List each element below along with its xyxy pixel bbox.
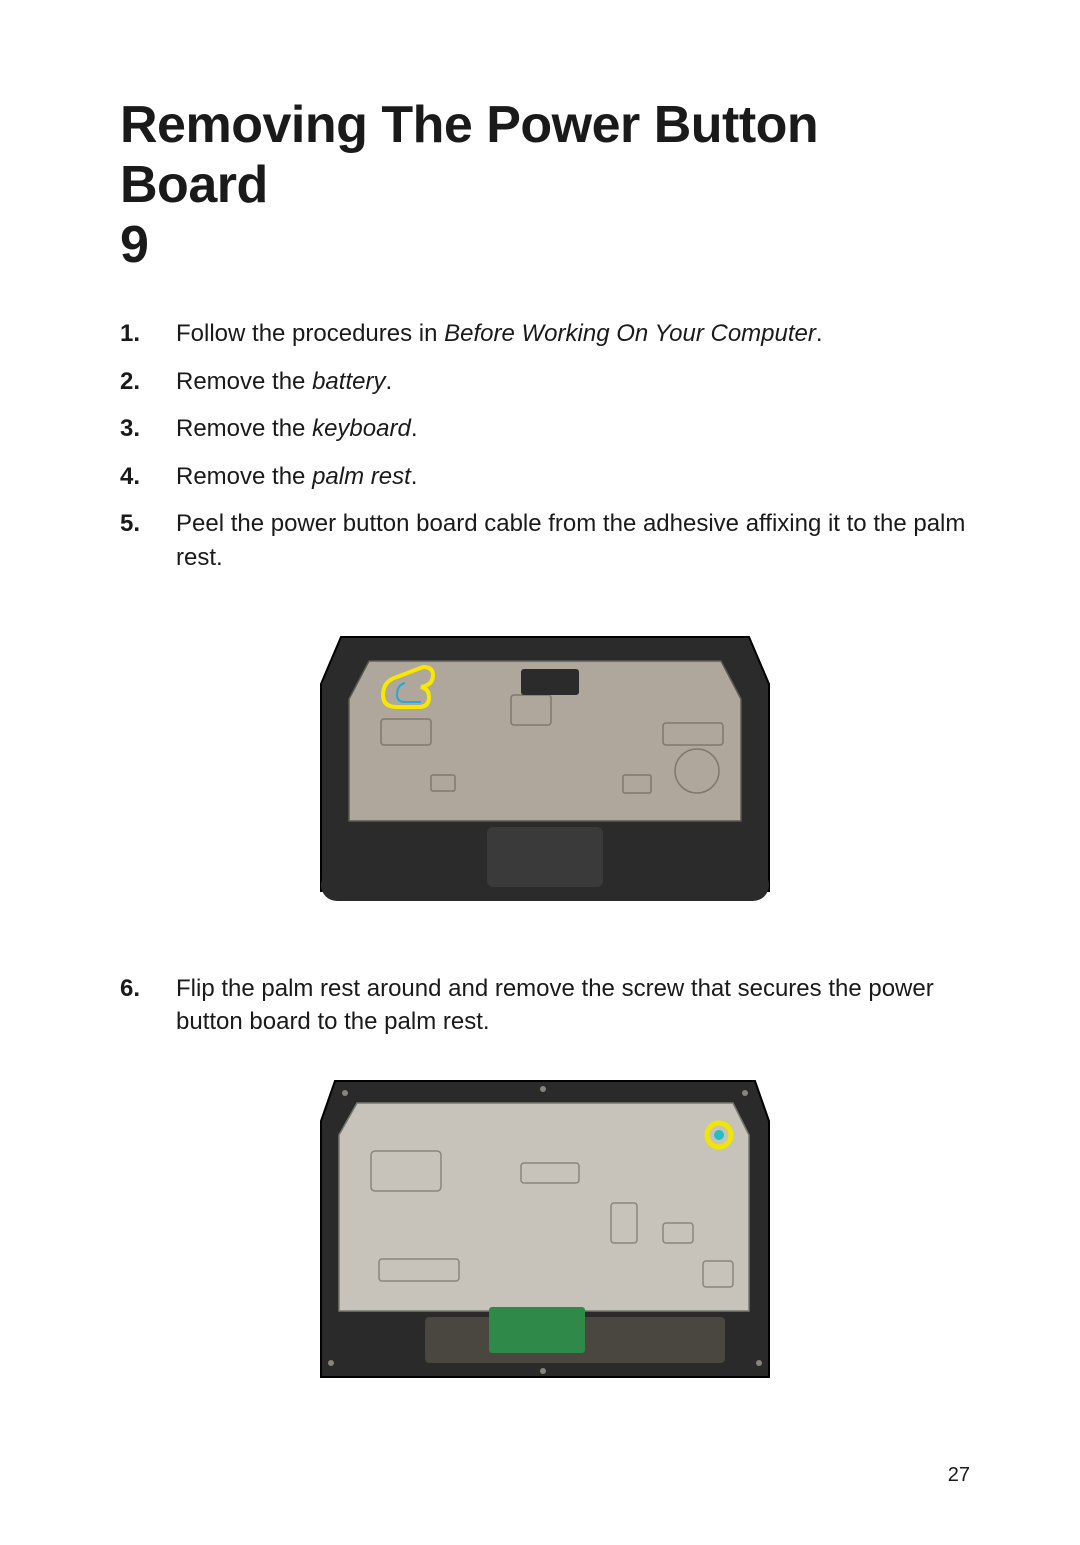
step-suffix: . — [411, 415, 418, 442]
palmrest-top-illustration — [311, 599, 779, 931]
step-italic: Before Working On Your Computer — [444, 320, 816, 347]
step-item: Remove the palm rest. — [120, 460, 970, 494]
step-suffix: . — [385, 368, 392, 395]
step-text: Remove the — [176, 368, 312, 395]
step-item: Remove the keyboard. — [120, 412, 970, 446]
document-page: Removing The Power Button Board 9 Follow… — [0, 0, 1080, 1545]
step-text: Remove the — [176, 415, 312, 442]
figure-1 — [120, 599, 970, 936]
step-suffix: . — [816, 320, 823, 347]
step-italic: palm rest — [312, 463, 411, 490]
step-list-continued: Flip the palm rest around and remove the… — [120, 972, 970, 1039]
step-text: Peel the power button board cable from t… — [176, 510, 965, 571]
step-list: Follow the procedures in Before Working … — [120, 317, 970, 575]
step-item: Peel the power button board cable from t… — [120, 507, 970, 574]
step-suffix: . — [411, 463, 418, 490]
page-title: Removing The Power Button Board — [120, 95, 970, 215]
step-item: Follow the procedures in Before Working … — [120, 317, 970, 351]
step-text: Flip the palm rest around and remove the… — [176, 975, 934, 1036]
step-item: Flip the palm rest around and remove the… — [120, 972, 970, 1039]
figure-2 — [120, 1063, 970, 1400]
chapter-number: 9 — [120, 215, 970, 275]
palmrest-bottom-illustration — [311, 1063, 779, 1395]
page-number: 27 — [948, 1464, 970, 1487]
step-italic: battery — [312, 368, 385, 395]
step-text: Remove the — [176, 463, 312, 490]
step-italic: keyboard — [312, 415, 411, 442]
step-item: Remove the battery. — [120, 365, 970, 399]
step-text: Follow the procedures in — [176, 320, 444, 347]
